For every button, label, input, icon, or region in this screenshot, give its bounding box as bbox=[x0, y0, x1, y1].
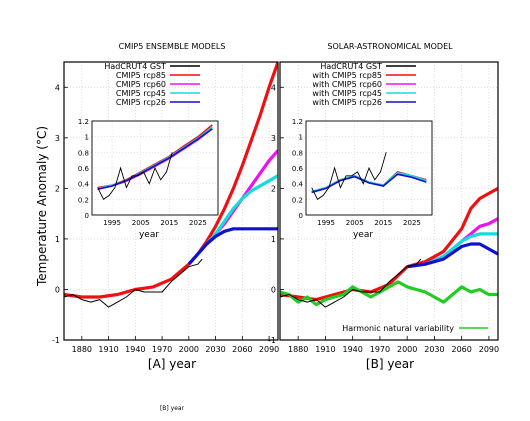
panel-a-xlabel: [A] year bbox=[148, 357, 196, 371]
legend-label: CMIP5 rcp85 bbox=[116, 71, 166, 80]
panel-b-title: SOLAR-ASTRONOMICAL MODEL bbox=[327, 42, 453, 51]
panel-b-frame bbox=[279, 61, 499, 341]
panel-a-plot bbox=[64, 62, 278, 308]
y-tick-label: 0 bbox=[55, 285, 60, 294]
inset-y-tick-label: 0.4 bbox=[292, 181, 304, 189]
inset-series-with-cmip5-rcp26 bbox=[311, 173, 427, 194]
x-tick-label: 1970 bbox=[370, 345, 390, 354]
stray-xlabel: [B] year bbox=[160, 405, 185, 412]
x-tick-label: 1880 bbox=[72, 345, 92, 354]
inset-y-tick-label: 0.8 bbox=[78, 149, 89, 157]
panel-a-title: CMIP5 ENSEMBLE MODELS bbox=[119, 42, 226, 51]
inset-y-tick-label: 0.6 bbox=[78, 165, 90, 173]
inset-x-tick-label: 2005 bbox=[132, 219, 150, 227]
inset-y-tick-label: 1.2 bbox=[78, 118, 89, 126]
inset-x-tick-label: 2015 bbox=[374, 219, 392, 227]
inset-y-tick-label: 0.2 bbox=[292, 196, 303, 204]
x-tick-label: 1910 bbox=[315, 345, 335, 354]
series-hadcrut4-gst bbox=[280, 258, 422, 308]
legend-label: CMIP5 rcp60 bbox=[116, 80, 166, 89]
y-tick-label: 1 bbox=[55, 235, 60, 244]
y-tick-label: 1 bbox=[271, 235, 276, 244]
x-tick-label: 2090 bbox=[479, 345, 499, 354]
y-tick-label: -1 bbox=[52, 336, 60, 345]
inset-x-tick-label: 2005 bbox=[346, 219, 364, 227]
panel-a: CMIP5 ENSEMBLE MODELS 1880 1910 1940 1970 20… bbox=[52, 42, 279, 371]
x-tick-label: 2000 bbox=[397, 345, 417, 354]
x-tick-label: 1970 bbox=[152, 345, 172, 354]
x-tick-label: 1940 bbox=[342, 345, 362, 354]
inset-y-tick-label: 1 bbox=[299, 134, 303, 142]
x-tick-label: 2000 bbox=[179, 345, 199, 354]
y-tick-label: -1 bbox=[268, 336, 276, 345]
inset-frame bbox=[91, 120, 219, 216]
series-harmonic-natural-variability bbox=[280, 280, 498, 307]
panel-a-inset: 0 0.2 0.4 0.6 0.8 1 1.2 1995 2005 2015 2025 year bbox=[78, 118, 219, 240]
y-tick-label: 3 bbox=[271, 134, 276, 143]
x-tick-label: 1910 bbox=[98, 345, 118, 354]
legend-label: with CMIP5 rcp26 bbox=[312, 98, 382, 107]
x-tick-label: 2060 bbox=[232, 345, 252, 354]
y-axis-label: Temperature Anomaly (°C) bbox=[35, 126, 49, 287]
legend-label: HadCRUT4 GST bbox=[104, 62, 166, 71]
series-with-cmip5-rcp26 bbox=[406, 242, 498, 269]
inset-xlabel: year bbox=[353, 230, 373, 240]
series-hadcrut4-gst bbox=[64, 258, 203, 308]
y-tick-label: 4 bbox=[271, 83, 276, 92]
y-tick-label: 3 bbox=[55, 134, 60, 143]
panel-a-frame bbox=[63, 61, 279, 341]
inset-frame bbox=[305, 120, 433, 216]
series-cmip5-rcp26 bbox=[187, 227, 278, 266]
panel-b-ticks: 1880 1910 1940 1970 2000 2030 2060 2090 -1 0 1 2 3 4 bbox=[268, 83, 499, 354]
legend-label: with CMIP5 rcp85 bbox=[312, 71, 382, 80]
inset-x-tick-label: 1995 bbox=[317, 219, 335, 227]
legend-label: with CMIP5 rcp45 bbox=[312, 89, 382, 98]
x-tick-label: 1940 bbox=[125, 345, 145, 354]
inset-y-tick-label: 0.6 bbox=[292, 165, 304, 173]
legend-label: with CMIP5 rcp60 bbox=[312, 80, 382, 89]
legend-label: CMIP5 rcp26 bbox=[116, 98, 166, 107]
inset-series-hadcrut4-gst bbox=[97, 152, 173, 200]
inset-x-tick-label: 1995 bbox=[103, 219, 121, 227]
x-tick-label: 2060 bbox=[451, 345, 471, 354]
x-tick-label: 2030 bbox=[424, 345, 444, 354]
legend-label: HadCRUT4 GST bbox=[320, 62, 382, 71]
y-tick-label: 4 bbox=[55, 83, 60, 92]
x-tick-label: 2090 bbox=[259, 345, 279, 354]
inset-y-tick-label: 0.2 bbox=[78, 196, 89, 204]
panel-b-extra-legend: Harmonic natural variability bbox=[342, 324, 488, 333]
inset-series-hadcrut4-gst bbox=[311, 152, 387, 200]
x-tick-label: 1880 bbox=[288, 345, 308, 354]
legend-label: CMIP5 rcp45 bbox=[116, 89, 166, 98]
y-tick-label: 2 bbox=[55, 184, 60, 193]
inset-y-tick-label: 1.2 bbox=[292, 118, 303, 126]
inset-y-tick-label: 1 bbox=[85, 134, 89, 142]
y-tick-label: 0 bbox=[271, 285, 276, 294]
inset-xlabel: year bbox=[139, 230, 159, 240]
inset-x-tick-label: 2025 bbox=[403, 219, 421, 227]
inset-series-cmip5-rcp26 bbox=[97, 128, 213, 190]
inset-y-tick-label: 0.4 bbox=[78, 181, 90, 189]
y-tick-label: 2 bbox=[271, 184, 276, 193]
inset-x-tick-label: 2025 bbox=[189, 219, 207, 227]
inset-y-tick-label: 0 bbox=[85, 212, 89, 220]
inset-x-tick-label: 2015 bbox=[160, 219, 178, 227]
panel-b-plot bbox=[280, 186, 498, 308]
inset-y-tick-label: 0.8 bbox=[292, 149, 303, 157]
extra-legend-label: Harmonic natural variability bbox=[342, 324, 454, 333]
panel-b-inset: 0 0.2 0.4 0.6 0.8 1 1.2 1995 2005 2015 2025 year bbox=[292, 118, 433, 240]
x-tick-label: 2030 bbox=[205, 345, 225, 354]
panel-b: SOLAR-ASTRONOMICAL MODEL 1880 1910 1940 197… bbox=[268, 42, 499, 371]
panel-b-xlabel: [B] year bbox=[366, 357, 414, 371]
inset-y-tick-label: 0 bbox=[299, 212, 303, 220]
